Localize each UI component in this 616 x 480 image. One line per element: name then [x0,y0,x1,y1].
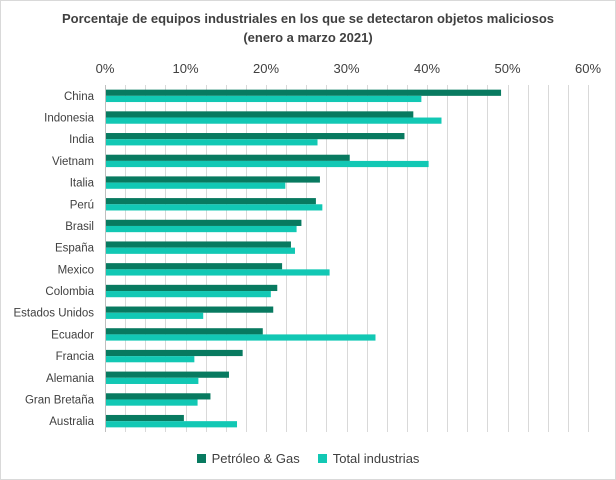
category-label: Indonesia [44,113,94,125]
category-label: Colombia [45,286,94,298]
bar-oil-gas [105,111,414,118]
x-tick-label: 40% [414,61,440,76]
bar-total [105,247,295,254]
category-label: Francia [56,351,95,363]
bar-oil-gas [105,263,283,270]
bar-oil-gas [105,371,229,378]
bar-oil-gas [105,328,263,335]
bar-total [105,204,323,211]
bar-total [105,399,198,406]
bar-total [105,160,429,168]
bar-oil-gas [105,219,302,226]
bar-oil-gas [105,284,278,292]
bar-oil-gas [105,414,184,422]
category-label: Brasil [65,221,94,233]
category-label: Mexico [58,264,94,276]
category-label: Australia [49,416,94,428]
category-label: Estados Unidos [13,308,94,320]
category-label: China [64,91,95,103]
category-label: Perú [70,199,94,211]
category-label: Alemania [46,373,95,385]
category-label: India [69,134,95,146]
legend: Petróleo & Gas Total industrias [1,451,615,466]
x-tick-label: 10% [172,61,198,76]
bar-oil-gas [105,133,405,140]
bar-total [105,117,442,124]
legend-label-oil-gas: Petróleo & Gas [211,451,300,466]
x-tick-label: 0% [96,61,115,76]
bar-total [105,334,376,341]
category-label: Ecuador [51,329,94,341]
legend-label-total: Total industrias [332,451,420,466]
bar-oil-gas [105,154,350,161]
bar-total [105,356,195,363]
x-tick-label: 30% [333,61,359,76]
chart-title-block: Porcentaje de equipos industriales en lo… [1,9,615,47]
bar-total [105,95,422,103]
bar-oil-gas [105,241,291,248]
bar-oil-gas [105,393,211,400]
bar-oil-gas [105,306,274,313]
legend-item-oil-gas: Petróleo & Gas [196,451,300,466]
category-label: Italia [70,178,95,190]
bar-total [105,269,330,276]
x-tick-label: 60% [575,61,601,76]
legend-swatch-total [317,454,327,463]
bar-total [105,421,238,428]
x-tick-label: 50% [494,61,520,76]
category-label: Vietnam [52,156,94,168]
bar-oil-gas [105,89,502,96]
bar-oil-gas [105,349,243,357]
legend-swatch-oil-gas [196,454,206,463]
category-label: España [55,243,95,255]
x-tick-label: 20% [253,61,279,76]
bar-oil-gas [105,176,320,183]
chart-subtitle: (enero a marzo 2021) [243,30,373,45]
bar-total [105,377,199,384]
bar-total [105,182,286,189]
bar-total [105,139,318,146]
chart-title: Porcentaje de equipos industriales en lo… [62,11,554,26]
bar-total [105,291,271,298]
bar-oil-gas [105,198,316,205]
legend-item-total: Total industrias [317,451,420,466]
category-label: Gran Bretaña [25,394,95,406]
bar-total [105,312,204,319]
bar-total [105,225,297,233]
